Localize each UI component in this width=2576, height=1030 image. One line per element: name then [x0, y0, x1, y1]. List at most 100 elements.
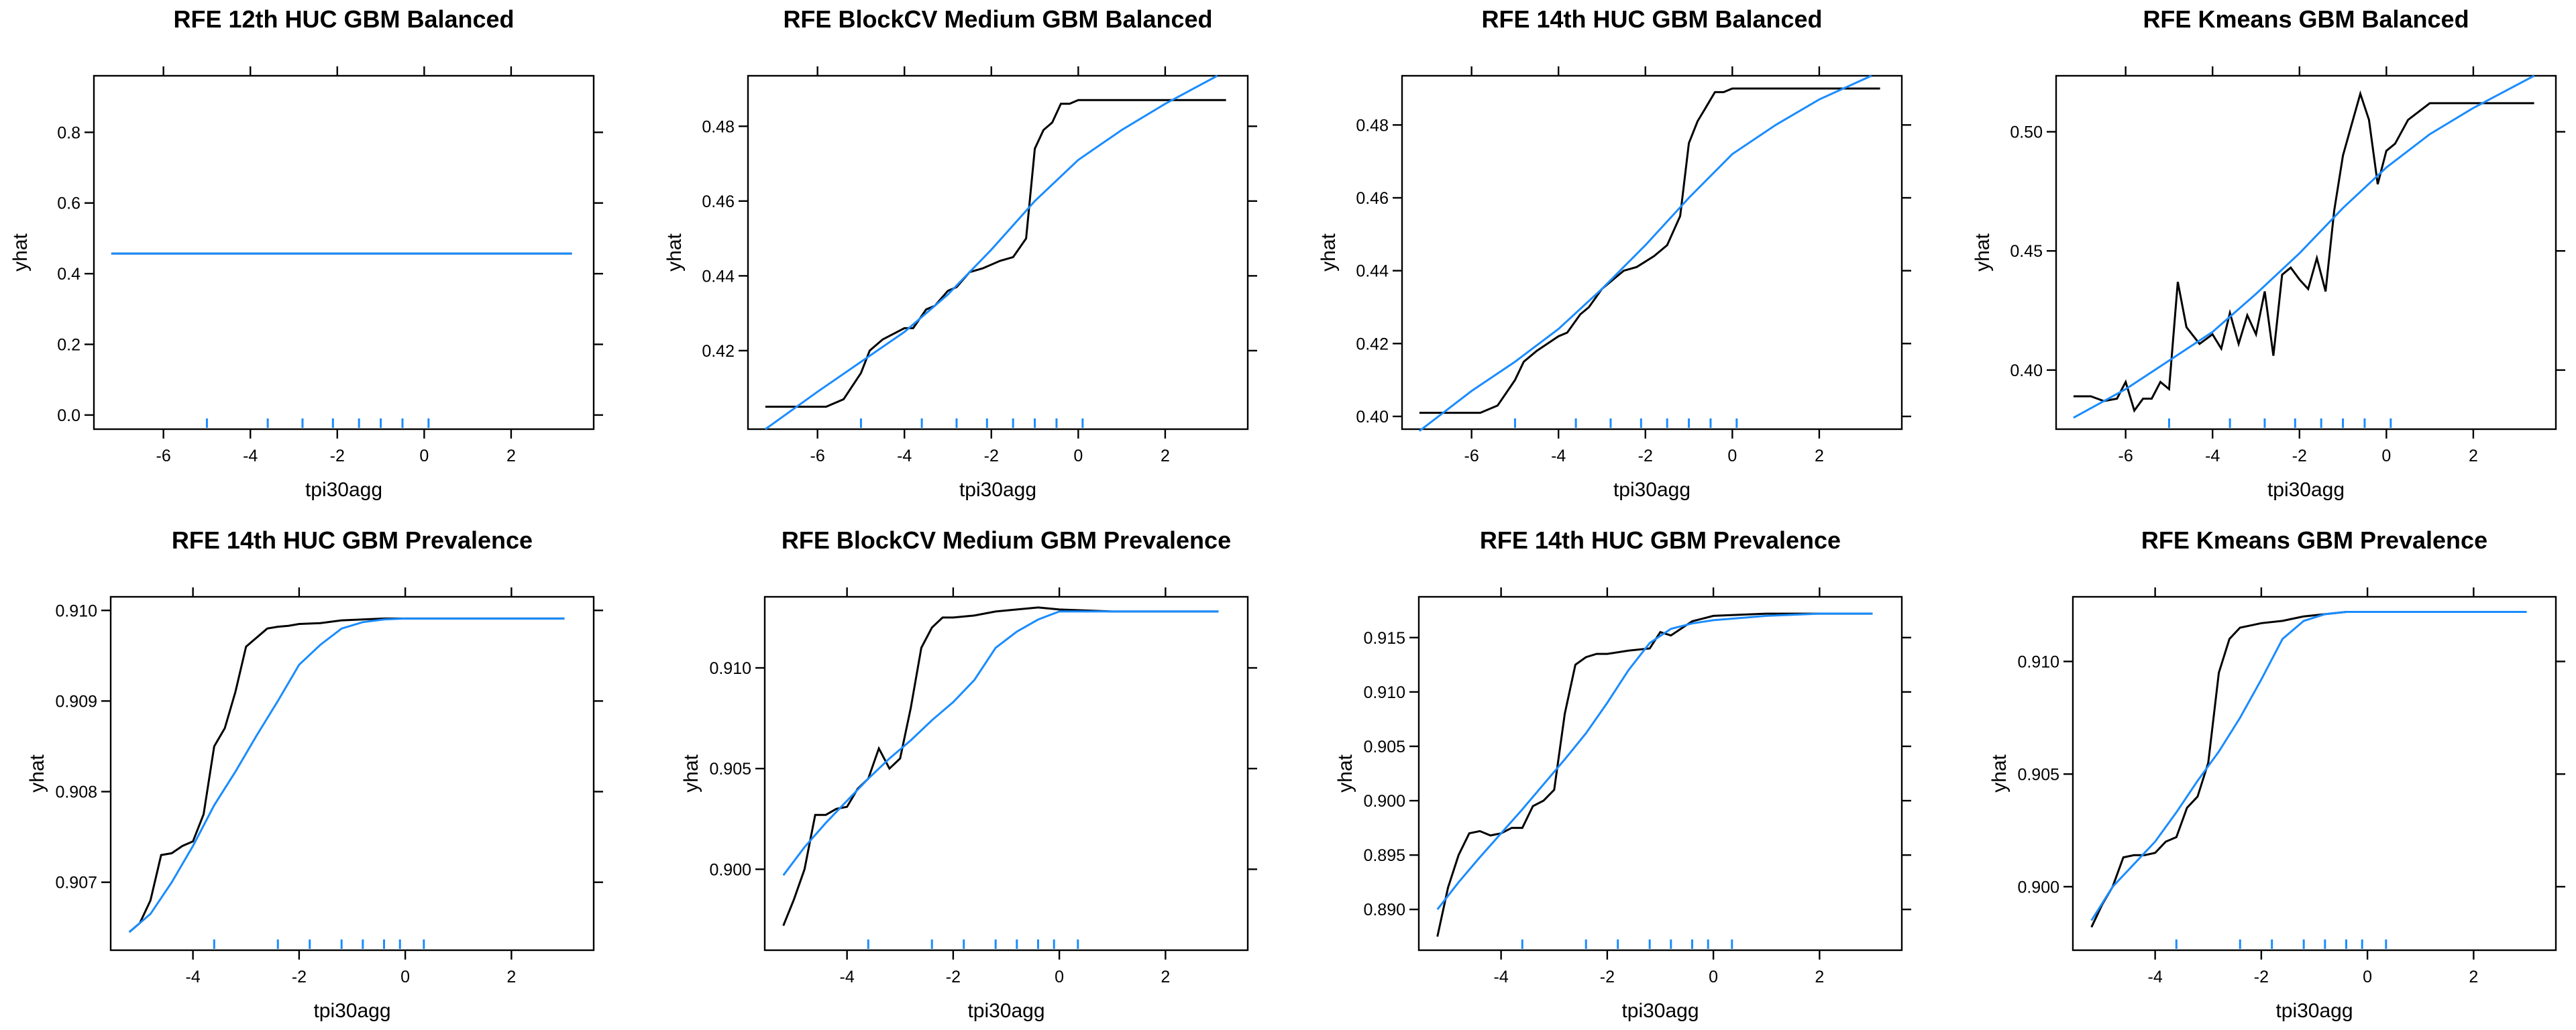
x-tick-label: 2 — [1161, 447, 1170, 465]
y-tick-label: 0.909 — [55, 692, 97, 711]
chart-title: RFE 14th HUC GBM Balanced — [1481, 5, 1822, 33]
y-axis-label: yhat — [1988, 754, 2010, 792]
x-axis-label: tpi30agg — [313, 1000, 390, 1022]
y-tick-label: 0.42 — [702, 342, 735, 361]
y-tick-label: 0.910 — [1363, 683, 1405, 702]
plot-frame — [747, 74, 1249, 431]
chart-panel-7: RFE 14th HUC GBM Prevalence -4 -2 0 2 0.890 0.… — [1334, 526, 1911, 1022]
plot-frame — [1417, 595, 1903, 952]
x-tick-label: 2 — [506, 968, 516, 986]
y-tick-label: 0.907 — [55, 874, 97, 893]
y-tick-label: 0.40 — [2010, 361, 2043, 380]
x-tick-label: -6 — [156, 447, 171, 465]
x-tick-label: -4 — [243, 447, 258, 465]
x-tick-label: -6 — [2118, 447, 2133, 465]
series-line-partial — [2090, 611, 2527, 928]
x-tick-label: -6 — [1464, 447, 1479, 465]
y-tick-label: 0.48 — [1356, 116, 1389, 135]
x-tick-label: -6 — [810, 447, 825, 465]
x-tick-label: 0 — [1055, 968, 1064, 986]
x-axis-label: tpi30agg — [2267, 479, 2345, 501]
y-axis-label: yhat — [26, 754, 48, 792]
y-tick-label: 0.910 — [55, 602, 97, 620]
y-axis-label: yhat — [9, 233, 32, 271]
x-tick-label: -4 — [2205, 447, 2220, 465]
x-tick-label: 2 — [2469, 447, 2478, 465]
plot-frame — [2072, 595, 2557, 952]
y-tick-label: 0.895 — [1363, 846, 1405, 865]
y-tick-label: 0.40 — [1356, 408, 1389, 426]
y-tick-label: 0.910 — [2017, 652, 2059, 671]
series-line-partial — [1436, 612, 1873, 937]
series-line-fit — [765, 74, 1218, 431]
chart-title: RFE 12th HUC GBM Balanced — [173, 5, 514, 33]
series-line-fit — [1436, 612, 1873, 911]
x-axis-label: tpi30agg — [305, 479, 382, 501]
x-tick-label: 0 — [400, 968, 410, 986]
y-axis-label: yhat — [1972, 233, 1994, 271]
chart-title: RFE 14th HUC GBM Prevalence — [1480, 526, 1841, 554]
x-tick-label: 2 — [2469, 968, 2478, 986]
x-tick-label: 0 — [2381, 447, 2391, 465]
y-tick-label: 0.905 — [709, 760, 751, 779]
x-tick-label: 2 — [506, 447, 516, 465]
series-line-fit — [128, 617, 565, 933]
series-line-fit — [1418, 74, 1872, 432]
series-line-fit — [782, 610, 1219, 876]
chart-title: RFE BlockCV Medium GBM Prevalence — [782, 526, 1231, 554]
y-tick-label: 0.2 — [57, 336, 80, 355]
x-axis-label: tpi30agg — [1613, 479, 1690, 501]
y-axis-label: yhat — [680, 754, 702, 792]
x-tick-label: 0 — [1727, 447, 1737, 465]
series-line-partial — [765, 99, 1226, 408]
y-axis-label: yhat — [663, 233, 686, 271]
plot-frame — [93, 74, 595, 431]
x-tick-label: -4 — [1551, 447, 1566, 465]
x-tick-label: -4 — [840, 968, 855, 986]
series-line-fit — [2073, 74, 2535, 419]
series-line-partial — [1419, 87, 1880, 414]
x-tick-label: -4 — [186, 968, 201, 986]
x-axis-label: tpi30agg — [2275, 1000, 2353, 1022]
x-tick-label: 2 — [1815, 968, 1824, 986]
chart-panel-5: RFE 14th HUC GBM Prevalence -4 -2 0 2 0.907 0.… — [26, 526, 603, 1022]
series-line-partial — [128, 617, 565, 933]
x-tick-label: -2 — [1638, 447, 1653, 465]
y-tick-label: 0.8 — [57, 123, 80, 142]
y-tick-label: 0.44 — [1356, 262, 1389, 281]
chart-panel-6: RFE BlockCV Medium GBM Prevalence -4 -2 0 2 0… — [680, 526, 1257, 1022]
y-tick-label: 0.915 — [1363, 629, 1405, 648]
y-tick-label: 0.900 — [709, 860, 751, 879]
y-tick-label: 0.48 — [702, 117, 735, 136]
plot-frame — [109, 595, 595, 952]
y-tick-label: 0.50 — [2010, 123, 2043, 142]
chart-title: RFE BlockCV Medium GBM Balanced — [783, 5, 1212, 33]
y-tick-label: 0.890 — [1363, 901, 1405, 919]
x-axis-label: tpi30agg — [1621, 1000, 1699, 1022]
x-tick-label: -2 — [2292, 447, 2307, 465]
y-tick-label: 0.44 — [702, 267, 735, 286]
x-tick-label: 2 — [1161, 968, 1170, 986]
x-tick-label: -2 — [946, 968, 961, 986]
chart-title: RFE Kmeans GBM Prevalence — [2141, 526, 2487, 554]
y-tick-label: 0.900 — [2017, 878, 2059, 897]
x-tick-label: 0 — [1709, 968, 1718, 986]
y-tick-label: 0.45 — [2010, 242, 2043, 261]
y-tick-label: 0.905 — [2017, 765, 2059, 784]
y-axis-label: yhat — [1318, 233, 1340, 271]
y-tick-label: 0.4 — [57, 265, 80, 284]
chart-title: RFE 14th HUC GBM Prevalence — [172, 526, 533, 554]
x-tick-label: -2 — [330, 447, 345, 465]
y-tick-label: 0.42 — [1356, 335, 1389, 353]
x-tick-label: -2 — [292, 968, 307, 986]
x-tick-label: -2 — [984, 447, 999, 465]
y-tick-label: 0.6 — [57, 194, 80, 213]
plot-frame — [2055, 74, 2557, 431]
x-axis-label: tpi30agg — [967, 1000, 1044, 1022]
y-axis-label: yhat — [1334, 754, 1356, 792]
chart-panel-2: RFE BlockCV Medium GBM Balanced -6 -4 -2 0 2 0… — [663, 5, 1257, 501]
x-tick-label: 2 — [1815, 447, 1824, 465]
chart-panel-4: RFE Kmeans GBM Balanced -6 -4 -2 0 2 0.40 0.45 0… — [1972, 5, 2565, 501]
x-tick-label: 0 — [2363, 968, 2372, 986]
series-line-partial — [2073, 90, 2534, 413]
